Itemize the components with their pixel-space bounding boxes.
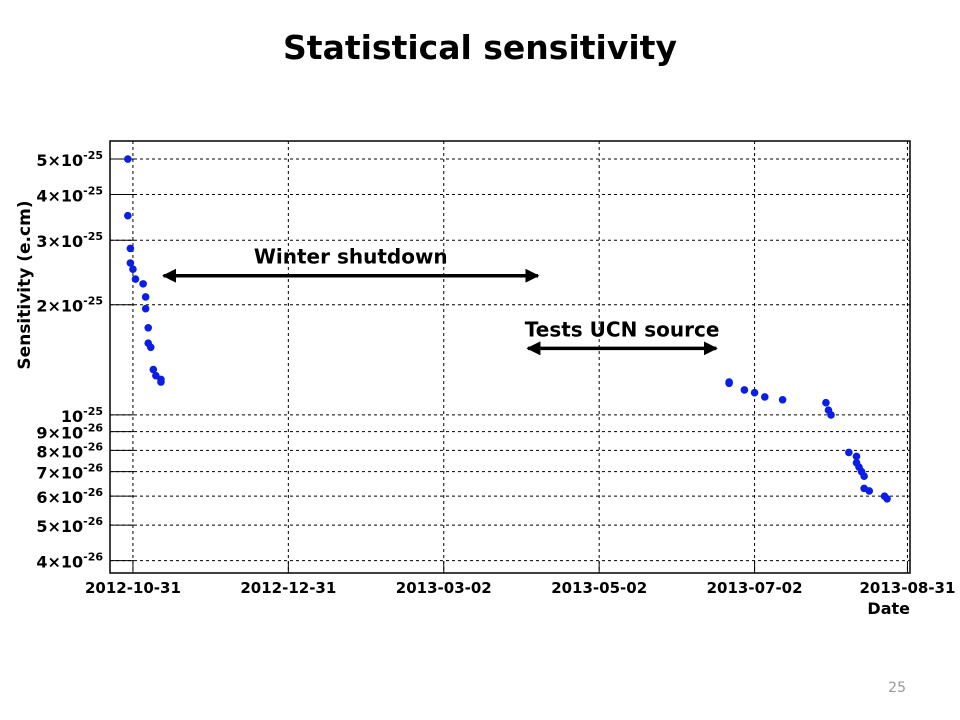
x-tick-label: 2013-07-02 [707,579,803,597]
data-point [725,379,733,388]
x-tick-label: 2013-03-02 [396,579,492,597]
y-tick-label: 3×10-25 [36,230,103,251]
data-point [860,472,868,481]
data-point [157,378,165,386]
y-tick-label: 5×10-26 [36,515,103,536]
data-point [141,293,150,301]
x-tick-label: 2012-12-31 [240,579,336,597]
y-axis-label: Sensitivity (e.cm) [15,200,35,369]
y-tick-label: 6×10-26 [36,486,103,507]
data-point [149,365,158,374]
data-point [852,452,861,461]
data-point [139,280,147,288]
y-tick-label: 2×10-25 [36,295,103,316]
y-tick-label: 5×10-25 [36,149,103,170]
data-point [141,304,150,313]
data-point [750,388,759,397]
data-point [144,323,153,332]
data-point [865,487,874,495]
data-point [827,411,835,419]
x-axis-label: Date [867,599,910,618]
data-point [124,211,132,220]
data-point [131,275,140,283]
annotation-label: Tests UCN source [525,317,720,341]
data-point [146,343,155,352]
y-tick-label: 4×10-25 [36,184,103,205]
x-tick-label: 2013-08-31 [859,579,955,597]
y-tick-label: 7×10-26 [36,462,103,483]
data-point [126,244,135,253]
annotation-label: Winter shutdown [254,245,448,269]
data-point [778,395,787,404]
data-point [845,448,853,457]
slide-title: Statistical sensitivity [283,28,677,67]
x-tick-label: 2013-05-02 [551,579,647,597]
plot-frame [109,140,911,574]
data-point [126,259,135,267]
data-point [883,495,891,503]
data-point [129,265,137,274]
page-number: 25 [888,680,906,696]
data-point [124,155,132,163]
data-point [760,393,769,401]
x-tick-label: 2012-10-31 [85,579,181,597]
data-point [740,386,749,394]
data-point [822,398,830,407]
y-tick-label: 8×10-26 [36,440,103,461]
y-tick-label: 4×10-26 [36,551,103,572]
